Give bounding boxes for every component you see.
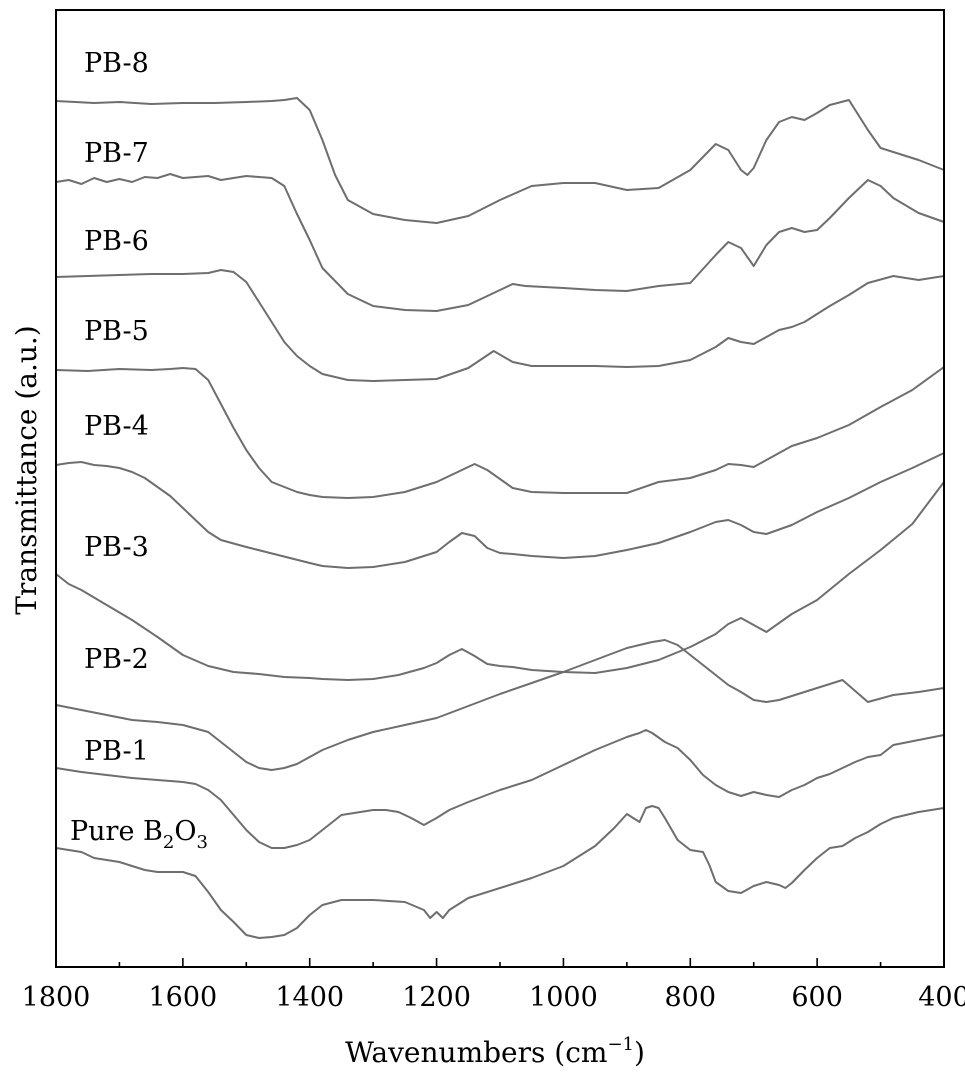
label-pb-2: PB-2: [84, 644, 149, 675]
spectra-curves: [55, 97, 945, 939]
curve-pb-7: [55, 173, 945, 312]
x-tick-label-1600: 1600: [148, 982, 217, 1013]
label-pb-8: PB-8: [84, 48, 149, 79]
curve-pb-2: [55, 639, 945, 771]
x-axis-ticks: 1800 1600 1400 1200 1000 800 600 400: [22, 958, 965, 1013]
x-tick-label-1000: 1000: [529, 982, 598, 1013]
x-axis-title: Wavenumbers (cm−1): [345, 1034, 645, 1069]
x-tick-label-800: 800: [665, 982, 717, 1013]
y-axis-title: Transmittance (a.u.): [10, 325, 43, 614]
x-tick-label-1400: 1400: [275, 982, 344, 1013]
label-pb-5: PB-5: [84, 316, 149, 347]
label-pb-1: PB-1: [84, 736, 149, 767]
curve-pb-3: [55, 481, 945, 681]
x-tick-label-1200: 1200: [402, 982, 471, 1013]
curve-pb-6: [55, 269, 945, 382]
curve-pb-4: [55, 452, 945, 569]
x-tick-label-1800: 1800: [22, 982, 91, 1013]
curve-pb-5: [55, 366, 945, 499]
curve-pb-8: [55, 97, 945, 224]
curve-pb-1: [55, 729, 945, 849]
x-tick-label-600: 600: [791, 982, 843, 1013]
series-labels: PB-8 PB-7 PB-6 PB-5 PB-4 PB-3 PB-2 PB-1 …: [70, 48, 208, 853]
label-pb-7: PB-7: [84, 138, 149, 169]
x-tick-label-400: 400: [918, 982, 965, 1013]
label-pb-4: PB-4: [84, 411, 149, 442]
curve-pure-b2o3: [55, 805, 945, 939]
label-pb-6: PB-6: [84, 226, 149, 257]
label-pure-b2o3: Pure B2O3: [70, 816, 208, 853]
label-pb-3: PB-3: [84, 532, 149, 563]
